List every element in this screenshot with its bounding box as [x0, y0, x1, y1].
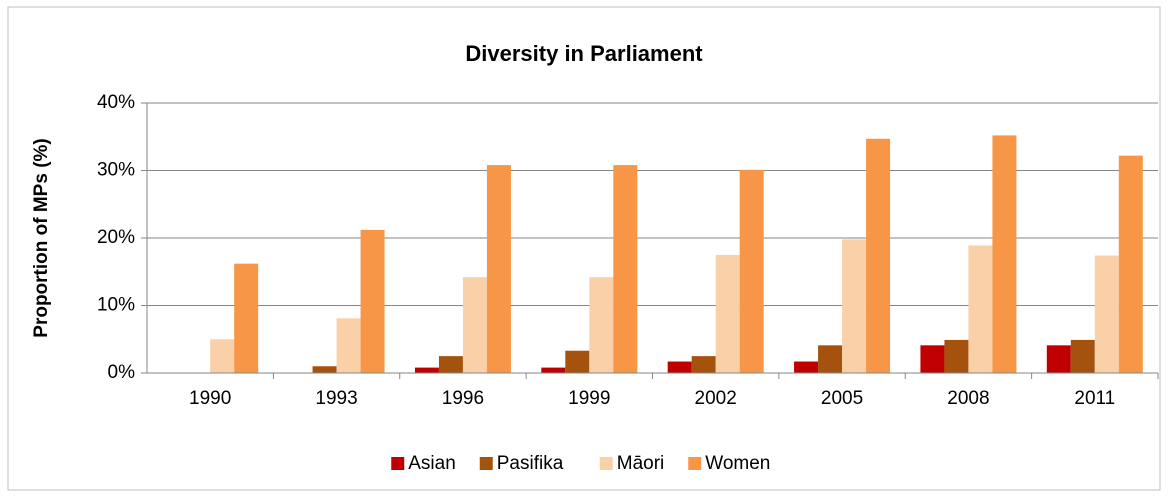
- x-tick-label: 1993: [315, 388, 357, 409]
- chart-title: Diversity in Parliament: [465, 41, 703, 66]
- x-tick-label: 2005: [821, 388, 863, 409]
- y-tick-label: 0%: [108, 362, 136, 383]
- legend-swatch: [599, 457, 613, 470]
- bar: [1118, 155, 1143, 373]
- y-tick-label: 20%: [97, 227, 135, 248]
- bar: [234, 263, 259, 373]
- legend-label: Pasifika: [497, 453, 564, 474]
- x-tick-label: 2002: [695, 388, 737, 409]
- legend-swatch: [688, 457, 702, 470]
- bar: [360, 229, 385, 373]
- chart-frame: [7, 6, 1161, 491]
- legend-label: Women: [705, 453, 770, 474]
- x-tick-label: 1999: [568, 388, 610, 409]
- bar: [691, 356, 716, 373]
- legend-label: Māori: [617, 453, 665, 474]
- bar: [462, 277, 487, 373]
- bar: [565, 350, 590, 373]
- bar: [438, 356, 463, 373]
- bar: [1070, 339, 1095, 373]
- bar: [1046, 345, 1071, 373]
- y-tick-label: 40%: [97, 92, 135, 113]
- legend-swatch: [391, 457, 405, 470]
- legend-label: Asian: [408, 453, 456, 474]
- bar: [210, 339, 235, 373]
- bar: [715, 254, 740, 373]
- y-tick-label: 10%: [97, 295, 135, 316]
- bar: [818, 345, 843, 373]
- x-tick-label: 2008: [947, 388, 989, 409]
- bar: [920, 345, 945, 373]
- bar: [667, 361, 692, 373]
- x-tick-label: 1990: [189, 388, 231, 409]
- legend-swatch: [479, 457, 493, 470]
- y-tick-label: 30%: [97, 160, 135, 181]
- bar: [739, 169, 764, 373]
- bar: [541, 367, 566, 373]
- bar: [414, 367, 439, 373]
- bar: [842, 239, 867, 373]
- bar: [1094, 255, 1119, 373]
- x-tick-label: 1996: [442, 388, 484, 409]
- x-tick-label: 2011: [1074, 388, 1115, 409]
- bar: [486, 165, 511, 373]
- bar: [336, 318, 361, 373]
- bar: [968, 245, 993, 373]
- bar: [613, 165, 638, 373]
- bar: [589, 277, 614, 373]
- bar: [794, 361, 819, 373]
- bar: [944, 339, 969, 373]
- bar: [866, 138, 891, 373]
- bar: [312, 366, 337, 373]
- bar: [992, 135, 1017, 373]
- y-axis-label: Proportion of MPs (%): [31, 138, 52, 337]
